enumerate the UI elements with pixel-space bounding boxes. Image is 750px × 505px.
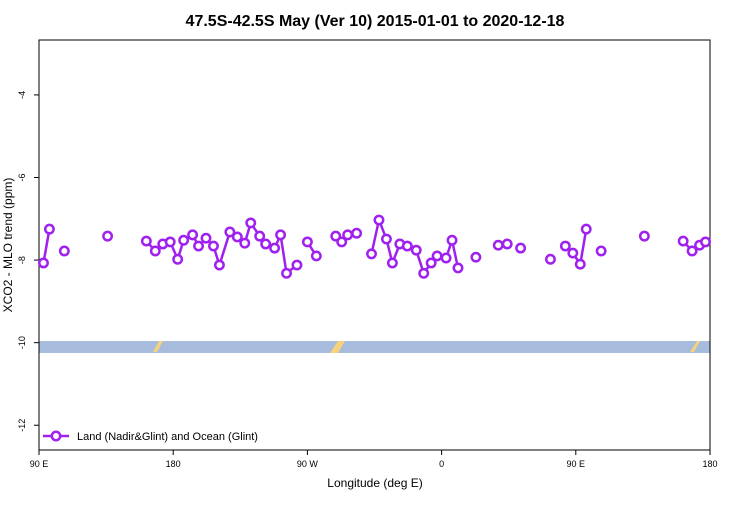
chart-title: 47.5S-42.5S May (Ver 10) 2015-01-01 to 2… [186, 13, 565, 30]
x-tick-label: 180 [702, 459, 717, 469]
data-point [431, 250, 443, 262]
y-tick-label: -4 [17, 91, 27, 99]
data-point [410, 244, 422, 256]
series-line [42, 228, 51, 264]
data-point [213, 259, 225, 271]
data-point [269, 242, 281, 254]
data-point [567, 247, 579, 259]
data-point [366, 248, 377, 260]
data-point [102, 230, 114, 242]
data-point [245, 217, 257, 229]
data-point [281, 267, 292, 279]
data-point [208, 240, 219, 252]
x-tick-label: 90 E [567, 459, 586, 469]
data-point [149, 245, 161, 257]
data-point [373, 214, 385, 226]
data-point [254, 230, 266, 242]
data-point [172, 253, 184, 265]
data-point [164, 236, 176, 248]
data-point [677, 235, 689, 247]
data-point [501, 238, 513, 250]
data-point [178, 234, 190, 246]
data-point [187, 229, 199, 241]
data-point [140, 235, 152, 247]
data-point [425, 257, 437, 269]
x-axis-label: Longitude (deg E) [327, 476, 422, 490]
y-axis-label: XCO2 - MLO trend (ppm) [1, 178, 15, 313]
x-tick-label: 0 [439, 459, 444, 469]
data-point [224, 226, 236, 238]
data-point [342, 229, 354, 241]
data-point [260, 238, 272, 250]
data-point [193, 240, 204, 252]
data-point [231, 231, 243, 243]
y-tick-label: -8 [17, 256, 27, 264]
data-point [43, 223, 55, 235]
data-point [301, 236, 313, 248]
data-point [492, 239, 504, 251]
data-point [452, 262, 464, 274]
data-point [595, 245, 607, 257]
data-point [686, 245, 698, 257]
data-point [200, 232, 212, 244]
data-point [275, 229, 287, 241]
data-point [336, 236, 348, 248]
data-point [574, 258, 586, 270]
y-tick-label: -12 [17, 419, 27, 432]
data-point [700, 236, 711, 248]
data-point [351, 227, 363, 239]
x-tick-label: 180 [166, 459, 181, 469]
y-tick-label: -6 [17, 173, 27, 181]
data-point [418, 267, 430, 279]
data-point [239, 237, 251, 249]
data-point [310, 250, 322, 262]
land-patches [153, 341, 700, 353]
data-point [291, 259, 303, 271]
data-point [580, 223, 592, 235]
data-point [58, 245, 70, 257]
data-point [638, 230, 650, 242]
data-point [440, 252, 452, 264]
x-tick-label: 90 E [30, 459, 49, 469]
data-point [38, 257, 49, 269]
data-point [386, 257, 398, 269]
data-point [380, 233, 392, 245]
y-tick-label: -10 [17, 336, 27, 349]
land-band [39, 341, 710, 353]
legend-marker [50, 430, 62, 442]
data-point [515, 242, 527, 254]
x-tick-label: 90 W [297, 459, 319, 469]
data-point [559, 240, 571, 252]
data-point [470, 251, 482, 263]
legend-label: Land (Nadir&Glint) and Ocean (Glint) [77, 431, 258, 443]
data-point [401, 240, 413, 252]
data-point [446, 234, 458, 246]
data-point [545, 253, 556, 265]
